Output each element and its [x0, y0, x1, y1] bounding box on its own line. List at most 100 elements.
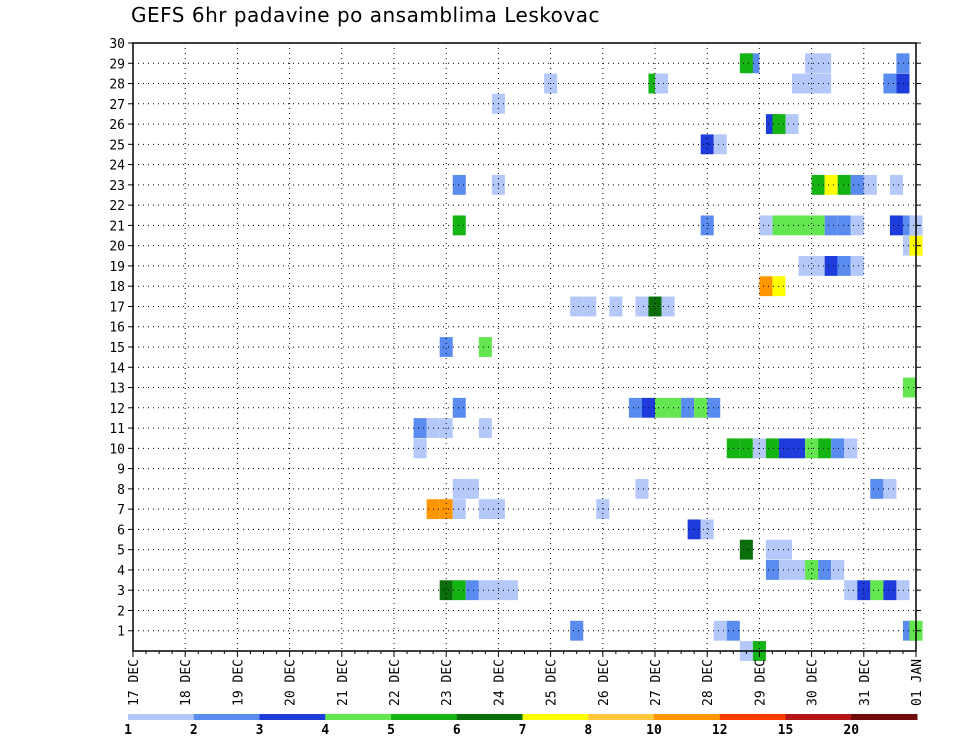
x-tick-label: 01 JAN [910, 659, 925, 706]
heatmap-cell [478, 337, 492, 357]
heatmap-cell [765, 539, 779, 560]
heatmap-cell [896, 73, 910, 94]
y-tick-label: 21 [109, 219, 125, 234]
y-tick-label: 24 [109, 159, 125, 174]
y-tick-label: 17 [109, 300, 125, 315]
heatmap-cell [452, 215, 466, 236]
heatmap-cell [570, 620, 584, 641]
y-tick-label: 28 [109, 78, 125, 93]
heatmap-cell [785, 215, 799, 236]
heatmap-cell [896, 580, 910, 601]
heatmap-cell [681, 397, 695, 418]
heatmap-cell [837, 174, 851, 195]
heatmap-cell [596, 499, 610, 520]
heatmap-cell [765, 438, 779, 459]
colorbar-segment [325, 714, 392, 720]
y-tick-label: 6 [117, 523, 125, 538]
y-tick-label: 10 [109, 442, 125, 457]
heatmap-cell [739, 539, 753, 560]
heatmap-cell [765, 560, 779, 580]
y-tick-label: 7 [117, 503, 125, 518]
x-tick-label: 30 DEC [806, 659, 821, 706]
heatmap-cell [439, 499, 453, 520]
x-tick-label: 22 DEC [388, 659, 403, 706]
heatmap-cell [850, 174, 864, 195]
y-tick-label: 3 [117, 584, 125, 599]
heatmap-cell [700, 519, 714, 540]
x-tick-label: 31 DEC [858, 659, 873, 706]
heatmap-cell [870, 580, 884, 601]
heatmap-cell [694, 397, 708, 418]
heatmap-cell [778, 560, 793, 580]
heatmap-cell [798, 256, 812, 276]
y-tick-label: 29 [109, 57, 125, 72]
heatmap-cell [889, 215, 903, 236]
x-tick-label: 21 DEC [336, 659, 351, 706]
y-tick-label: 30 [109, 37, 125, 52]
heatmap-cell [478, 499, 492, 520]
heatmap-cell [465, 580, 479, 601]
heatmap-cell [439, 337, 453, 357]
heatmap-cell [687, 519, 701, 540]
x-tick-label: 29 DEC [753, 659, 768, 706]
y-tick-label: 5 [117, 544, 125, 559]
heatmap-cell [439, 580, 453, 601]
chart-title: GEFS 6hr padavine po ansamblima Leskovac [131, 3, 600, 27]
y-tick-label: 18 [109, 280, 125, 295]
colorbar-segment [391, 714, 458, 720]
colorbar-label: 12 [712, 723, 728, 738]
y-tick-label: 23 [109, 179, 125, 194]
y-tick-label: 15 [109, 341, 125, 356]
x-tick-label: 17 DEC [127, 659, 142, 706]
x-tick-label: 24 DEC [492, 659, 507, 706]
heatmap-cell [824, 215, 838, 236]
heatmap-cell [655, 397, 669, 418]
heatmap-cell [739, 53, 753, 74]
heatmap-cell [452, 174, 466, 195]
colorbar-label: 5 [387, 723, 395, 738]
y-tick-label: 13 [109, 382, 125, 397]
colorbar-label: 2 [190, 723, 198, 738]
heatmap-cell [805, 560, 819, 580]
heatmap-cell [870, 478, 884, 499]
heatmap-cell [824, 174, 838, 195]
colorbar-label: 7 [519, 723, 527, 738]
y-tick-label: 11 [109, 422, 125, 437]
heatmap-cell [785, 114, 799, 134]
heatmap-cell [883, 580, 897, 601]
colorbar-segment [785, 714, 852, 720]
heatmap-cell [635, 296, 649, 317]
heatmap-cell [831, 438, 845, 459]
heatmap-cell [844, 580, 858, 601]
heatmap-cell [583, 296, 597, 317]
y-tick-label: 20 [109, 240, 125, 255]
heatmap-cell [824, 256, 838, 276]
heatmap-cell [413, 438, 427, 459]
heatmap-cell [648, 296, 662, 317]
x-tick-label: 26 DEC [597, 659, 612, 706]
heatmap-cell [778, 438, 793, 459]
y-tick-label: 12 [109, 402, 125, 417]
y-tick-label: 2 [117, 604, 125, 619]
y-tick-label: 1 [117, 625, 125, 640]
y-tick-label: 14 [109, 361, 125, 376]
heatmap-cell [850, 215, 864, 236]
heatmap-cell [713, 620, 727, 641]
y-tick-label: 27 [109, 98, 125, 113]
heatmap-cell [818, 438, 832, 459]
colorbar-segment [522, 714, 589, 720]
heatmap-cell [844, 438, 858, 459]
heatmap-cell [883, 73, 897, 94]
heatmap-cell [818, 53, 832, 74]
colorbar-segment [456, 714, 523, 720]
colorbar-label: 15 [778, 723, 794, 738]
colorbar-segment [851, 714, 918, 720]
heatmap-cell [863, 174, 877, 195]
colorbar-segment [719, 714, 786, 720]
colorbar-segment [193, 714, 260, 720]
heatmap-cell [818, 560, 832, 580]
y-tick-label: 9 [117, 463, 125, 478]
y-tick-label: 8 [117, 483, 125, 498]
